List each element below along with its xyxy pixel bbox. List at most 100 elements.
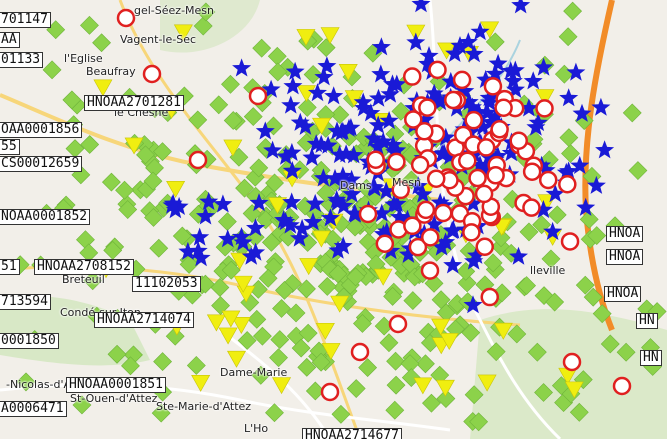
station-diamond-marker[interactable] [42, 60, 62, 80]
station-star-marker[interactable] [169, 196, 189, 215]
station-triangle-marker[interactable] [320, 27, 340, 45]
station-diamond-marker[interactable] [298, 323, 318, 343]
station-circle-marker[interactable] [142, 64, 162, 84]
station-circle-marker[interactable] [483, 77, 503, 96]
station-diamond-marker[interactable] [507, 324, 527, 344]
station-circle-marker[interactable] [403, 216, 422, 236]
station-diamond-marker[interactable] [272, 299, 291, 318]
station-diamond-marker[interactable] [464, 385, 484, 405]
station-star-marker[interactable] [450, 36, 470, 55]
station-diamond-marker[interactable] [558, 27, 578, 47]
station-triangle-marker[interactable] [267, 197, 288, 215]
station-circle-marker[interactable] [452, 70, 472, 90]
station-star-marker[interactable] [476, 69, 496, 88]
station-diamond-marker[interactable] [265, 173, 284, 193]
station-star-marker[interactable] [506, 79, 525, 98]
station-diamond-marker[interactable] [297, 357, 317, 377]
station-circle-marker[interactable] [480, 287, 500, 307]
station-star-marker[interactable] [413, 184, 433, 203]
station-diamond-marker[interactable] [486, 342, 506, 362]
station-star-marker[interactable] [408, 176, 428, 195]
station-diamond-marker[interactable] [547, 205, 567, 225]
station-diamond-marker[interactable] [297, 97, 317, 117]
station-star-marker[interactable] [342, 184, 362, 203]
station-diamond-marker[interactable] [118, 200, 138, 219]
station-diamond-marker[interactable] [491, 228, 511, 248]
station-star-marker[interactable] [463, 295, 483, 314]
station-diamond-marker[interactable] [165, 326, 185, 346]
station-circle-marker[interactable] [475, 237, 494, 256]
station-star-marker[interactable] [488, 146, 508, 165]
station-star-marker[interactable] [441, 71, 461, 90]
station-diamond-marker[interactable] [80, 135, 100, 154]
station-label[interactable]: 11102053 [132, 276, 201, 292]
station-diamond-marker[interactable] [16, 372, 36, 392]
station-triangle-marker[interactable] [315, 322, 335, 340]
station-star-marker[interactable] [406, 32, 426, 51]
station-diamond-marker[interactable] [628, 161, 648, 180]
station-star-marker[interactable] [190, 227, 210, 246]
station-circle-marker[interactable] [350, 342, 370, 362]
station-star-marker[interactable] [327, 121, 347, 140]
station-circle-marker[interactable] [474, 184, 494, 204]
station-diamond-marker[interactable] [186, 356, 206, 375]
station-star-marker[interactable] [334, 196, 354, 215]
station-circle-marker[interactable] [444, 90, 463, 110]
station-diamond-marker[interactable] [188, 110, 208, 130]
station-star-marker[interactable] [371, 37, 391, 56]
station-circle-marker[interactable] [428, 60, 447, 80]
station-diamond-marker[interactable] [345, 217, 365, 237]
station-star-marker[interactable] [263, 140, 283, 159]
station-diamond-marker[interactable] [65, 139, 85, 159]
station-circle-marker[interactable] [494, 98, 513, 117]
station-triangle-marker[interactable] [173, 24, 193, 42]
station-diamond-marker[interactable] [311, 352, 331, 372]
station-circle-marker[interactable] [408, 237, 428, 257]
station-star-marker[interactable] [424, 83, 444, 102]
station-star-marker[interactable] [333, 236, 353, 255]
station-star-marker[interactable] [501, 143, 521, 162]
station-circle-marker[interactable] [358, 204, 378, 224]
station-star-marker[interactable] [232, 227, 251, 246]
station-diamond-marker[interactable] [268, 62, 288, 82]
station-diamond-marker[interactable] [210, 278, 230, 297]
station-star-marker[interactable] [191, 248, 211, 267]
station-label[interactable]: HN [636, 313, 658, 329]
station-diamond-marker[interactable] [80, 15, 99, 35]
station-star-marker[interactable] [320, 208, 340, 227]
station-triangle-marker[interactable] [373, 268, 393, 286]
station-diamond-marker[interactable] [264, 116, 283, 136]
station-star-marker[interactable] [328, 240, 348, 259]
station-star-marker[interactable] [463, 97, 482, 116]
station-triangle-marker[interactable] [535, 89, 555, 107]
station-star-marker[interactable] [302, 147, 322, 166]
station-diamond-marker[interactable] [153, 142, 172, 162]
station-triangle-marker[interactable] [564, 381, 584, 399]
station-circle-marker[interactable] [458, 151, 477, 170]
station-diamond-marker[interactable] [416, 354, 435, 374]
station-star-marker[interactable] [486, 106, 506, 125]
station-diamond-marker[interactable] [217, 212, 237, 232]
station-star-marker[interactable] [372, 203, 392, 222]
station-star-marker[interactable] [317, 56, 337, 75]
station-diamond-marker[interactable] [316, 183, 336, 203]
station-diamond-marker[interactable] [193, 16, 213, 36]
station-diamond-marker[interactable] [331, 404, 351, 424]
station-circle-marker[interactable] [410, 155, 430, 175]
station-diamond-marker[interactable] [179, 254, 199, 274]
station-triangle-marker[interactable] [223, 139, 243, 157]
station-star-marker[interactable] [511, 0, 531, 14]
station-star-marker[interactable] [566, 62, 586, 81]
station-star-marker[interactable] [290, 112, 310, 131]
station-triangle-marker[interactable] [431, 318, 451, 336]
station-star-marker[interactable] [188, 241, 208, 260]
station-diamond-marker[interactable] [209, 95, 229, 115]
station-diamond-marker[interactable] [353, 314, 372, 333]
station-star-marker[interactable] [387, 194, 407, 213]
station-diamond-marker[interactable] [354, 127, 374, 147]
station-star-marker[interactable] [595, 140, 615, 159]
station-triangle-marker[interactable] [299, 258, 319, 276]
station-star-marker[interactable] [282, 192, 302, 211]
station-label[interactable]: AA [0, 32, 20, 48]
station-star-marker[interactable] [559, 88, 579, 107]
